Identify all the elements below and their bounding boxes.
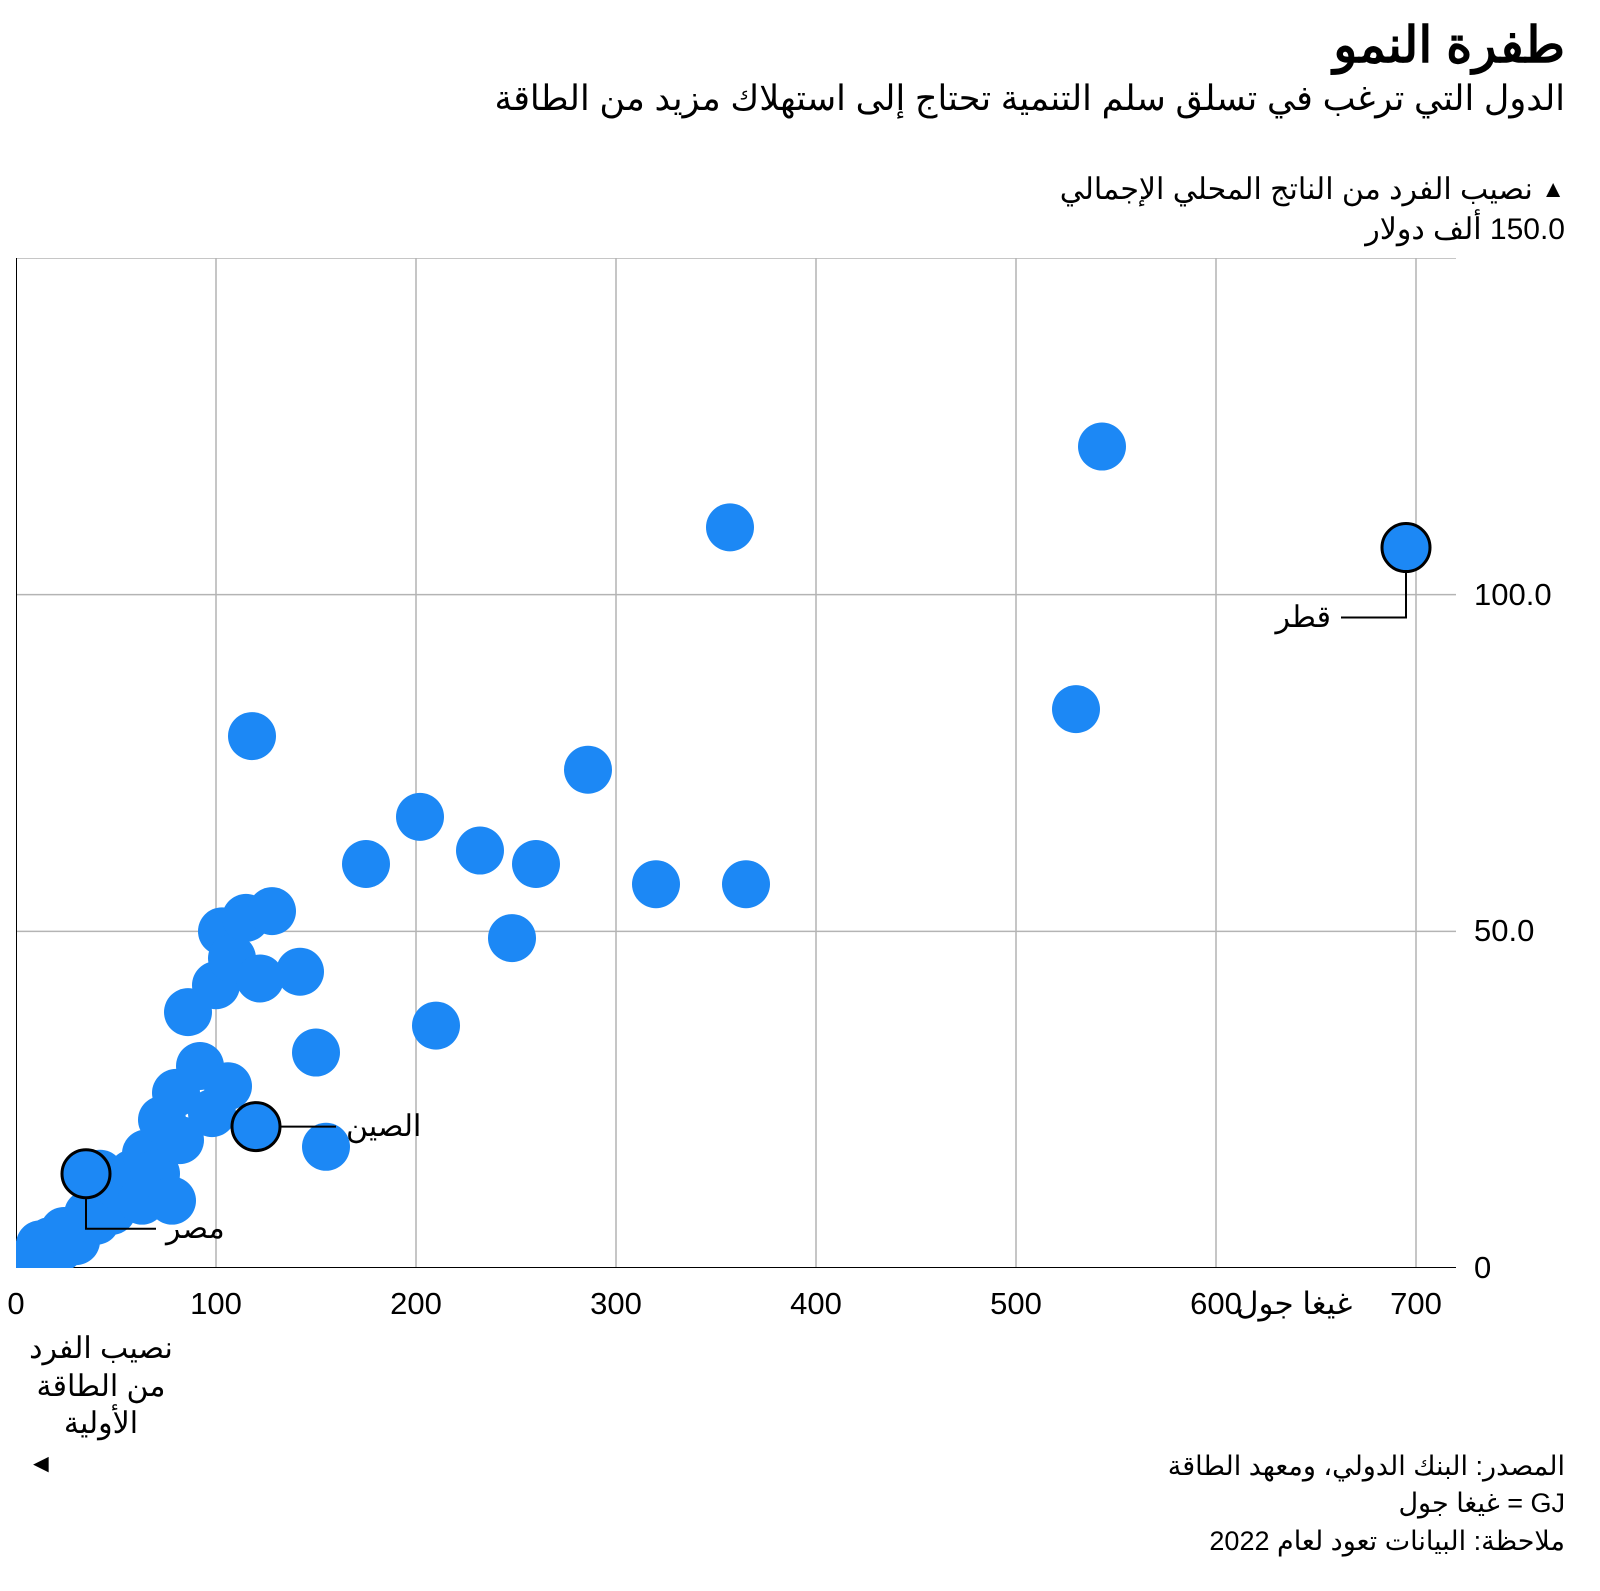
annotation-label: مصر	[166, 1211, 225, 1246]
chart-footer: المصدر: البنك الدولي، ومعهد الطاقة GJ = …	[1168, 1448, 1565, 1561]
annotation-label: الصين	[346, 1109, 421, 1144]
highlighted-point	[232, 1103, 280, 1151]
chart-subtitle: الدول التي ترغب في تسلق سلم التنمية تحتا…	[494, 79, 1565, 119]
data-point	[292, 1029, 340, 1077]
data-point	[204, 1062, 252, 1110]
highlighted-point	[1382, 524, 1430, 572]
data-point	[276, 948, 324, 996]
data-point	[564, 746, 612, 794]
data-points	[16, 423, 1126, 1268]
x-tick-label: 0	[7, 1286, 24, 1322]
scatter-plot	[16, 258, 1456, 1268]
x-tick-label: 100	[190, 1286, 242, 1322]
y-tick-label: 50.0	[1474, 913, 1534, 949]
data-point	[412, 1002, 460, 1050]
chart-header: طفرة النمو الدول التي ترغب في تسلق سلم ا…	[494, 18, 1565, 119]
x-axis-title-l3: الأولية	[64, 1407, 138, 1440]
y-tick-label: 100.0	[1474, 577, 1552, 613]
data-point	[1052, 685, 1100, 733]
y-axis-label: ▲ نصيب الفرد من الناتج المحلي الإجمالي	[1060, 172, 1565, 207]
footer-source: المصدر: البنك الدولي، ومعهد الطاقة	[1168, 1448, 1565, 1486]
data-point	[342, 840, 390, 888]
x-unit-label: غيغا جول	[1236, 1286, 1352, 1322]
x-tick-label: 300	[590, 1286, 642, 1322]
data-point	[456, 827, 504, 875]
x-axis-title: نصيب الفرد من الطاقة الأولية ◄	[16, 1330, 186, 1479]
x-tick-label: 200	[390, 1286, 442, 1322]
data-point	[236, 954, 284, 1002]
data-point	[488, 914, 536, 962]
scatter-svg	[16, 258, 1456, 1268]
triangle-left-icon: ◄	[16, 1447, 186, 1480]
footer-note2: ملاحظة: البيانات تعود لعام 2022	[1168, 1523, 1565, 1561]
x-axis-title-l2: من الطاقة	[37, 1370, 166, 1403]
x-tick-label: 400	[790, 1286, 842, 1322]
chart-title: طفرة النمو	[494, 18, 1565, 73]
y-axis-sublabel: 150.0 ألف دولار	[1365, 212, 1565, 247]
data-point	[632, 860, 680, 908]
highlighted-point	[62, 1150, 110, 1198]
data-point	[706, 503, 754, 551]
data-point	[722, 860, 770, 908]
triangle-up-icon: ▲	[1541, 176, 1565, 204]
data-point	[228, 712, 276, 760]
annotation-label: قطر	[1275, 600, 1331, 635]
data-point	[302, 1123, 350, 1171]
data-point	[248, 887, 296, 935]
y-axis-label-text: نصيب الفرد من الناتج المحلي الإجمالي	[1060, 173, 1533, 206]
x-tick-label: 600	[1190, 1286, 1242, 1322]
x-tick-label: 500	[990, 1286, 1042, 1322]
data-point	[1078, 423, 1126, 471]
data-point	[512, 840, 560, 888]
x-axis-title-l1: نصيب الفرد	[29, 1332, 173, 1365]
footer-note1: GJ = غيغا جول	[1168, 1485, 1565, 1523]
y-tick-label: 0	[1474, 1250, 1491, 1286]
data-point	[396, 793, 444, 841]
x-tick-label: 700	[1390, 1286, 1442, 1322]
